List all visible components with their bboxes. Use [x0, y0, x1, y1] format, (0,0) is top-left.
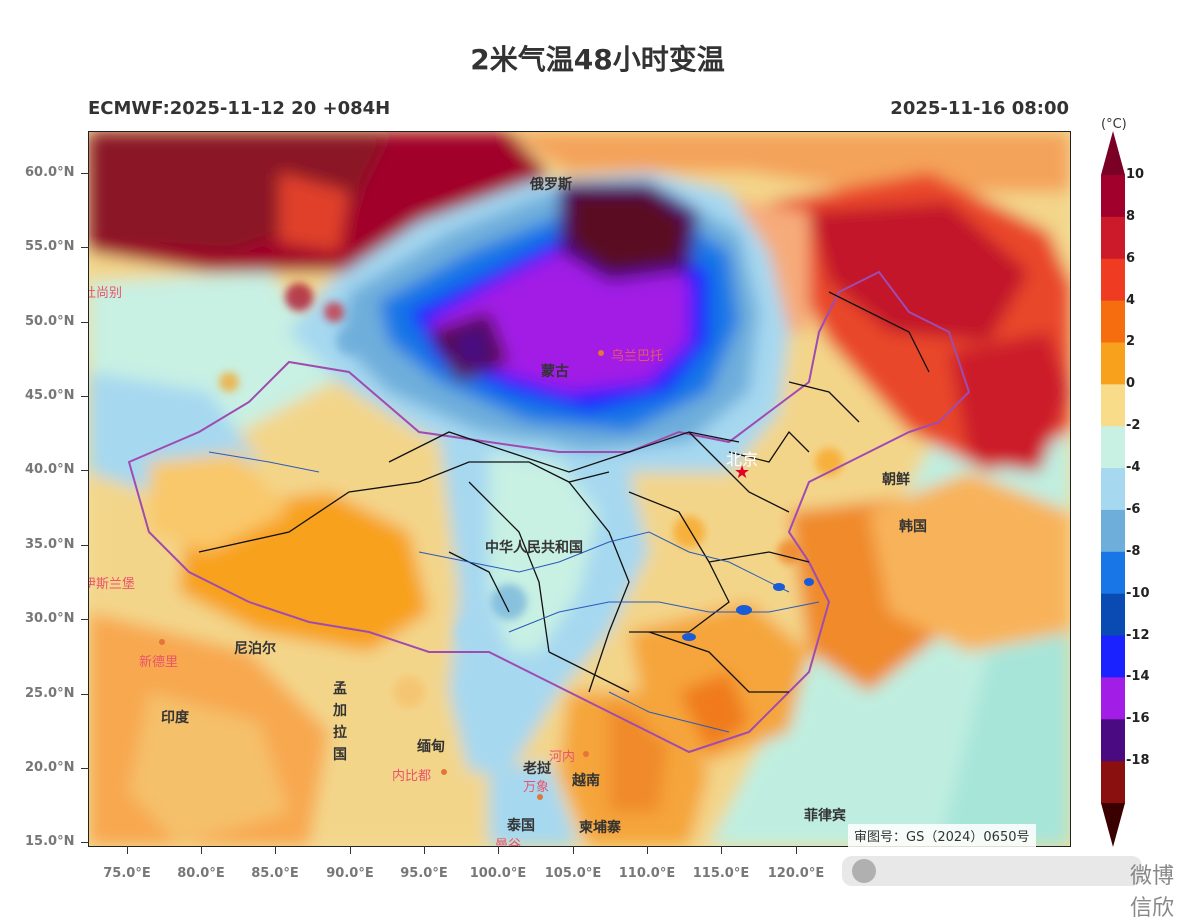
legend-swatch	[1101, 426, 1125, 469]
label-nepal: 尼泊尔	[234, 641, 276, 657]
label-cambodia: 柬埔寨	[579, 820, 621, 836]
city-dushanbe: 杜尚别	[89, 286, 123, 301]
legend-tick-label: -2	[1126, 418, 1141, 434]
lon-tick: 75.0°E	[92, 846, 162, 881]
color-legend	[1101, 131, 1125, 847]
lon-tick: 110.0°E	[612, 846, 682, 881]
legend-swatch	[1101, 258, 1125, 302]
legend-tick-label: -4	[1126, 460, 1141, 476]
lon-tick: 95.0°E	[389, 846, 459, 881]
map-approval-stamp: 审图号：GS（2024）0650号	[848, 824, 1036, 847]
lon-tick: 100.0°E	[463, 846, 533, 881]
city-vientiane: 万象	[523, 780, 550, 795]
national-boundary	[127, 270, 971, 754]
legend-swatch	[1101, 342, 1125, 385]
city-marker	[159, 639, 165, 645]
legend-tick-label: 2	[1126, 334, 1136, 350]
legend-swatch	[1101, 761, 1125, 804]
rivers	[208, 451, 820, 733]
label-vietnam: 越南	[572, 773, 600, 789]
label-china: 中华人民共和国	[485, 540, 583, 556]
label-bangladesh: 孟加拉国	[333, 681, 347, 763]
legend-tick-label: -6	[1126, 501, 1141, 517]
lat-tick: 40.0°N	[25, 462, 89, 477]
city-marker	[441, 769, 447, 775]
lon-tick: 85.0°E	[240, 846, 310, 881]
lon-tick: 80.0°E	[166, 846, 236, 881]
legend-bottom-tip	[1101, 803, 1125, 847]
lat-tick: 25.0°N	[25, 686, 89, 701]
city-new-delhi: 新德里	[139, 655, 179, 670]
city-bangkok: 曼谷	[495, 838, 522, 847]
map-canvas	[89, 132, 1070, 846]
legend-swatch	[1101, 384, 1125, 427]
legend-tick-label: -8	[1126, 543, 1141, 559]
capital-star-icon: ★	[734, 462, 751, 483]
lat-tick: 30.0°N	[25, 611, 89, 626]
lat-tick: 50.0°N	[25, 314, 89, 329]
city-naypyidaw: 内比都	[392, 769, 432, 784]
lon-tick: 90.0°E	[315, 846, 385, 881]
legend-swatch	[1101, 677, 1125, 720]
legend-tick-label: -14	[1126, 669, 1150, 685]
legend-swatch	[1101, 468, 1125, 511]
legend-tick-label: -16	[1126, 711, 1150, 727]
legend-tick-label: 8	[1126, 208, 1136, 224]
label-thailand: 泰国	[507, 818, 535, 834]
legend-unit: (°C)	[1101, 117, 1127, 132]
lat-tick: 20.0°N	[25, 760, 89, 775]
city-marker	[598, 350, 604, 356]
legend-swatch	[1101, 551, 1125, 595]
lat-tick: 45.0°N	[25, 388, 89, 403]
label-philippines: 菲律宾	[804, 808, 846, 824]
lat-tick: 15.0°N	[25, 834, 89, 849]
watermark-text: 微博 信欣	[1130, 864, 1175, 921]
lat-tick: 55.0°N	[25, 239, 89, 254]
label-south-korea: 韩国	[899, 519, 927, 535]
label-laos: 老挝	[523, 761, 551, 777]
legend-swatch	[1101, 509, 1125, 553]
lat-tick: 35.0°N	[25, 537, 89, 552]
legend-top-tip	[1101, 131, 1125, 175]
legend-swatch	[1101, 175, 1125, 218]
city-marker	[537, 794, 543, 800]
lon-tick: 105.0°E	[538, 846, 608, 881]
legend-tick-label: 10	[1126, 167, 1145, 182]
temperature-change-map: 俄罗斯 蒙古 中华人民共和国 朝鲜 韩国 尼泊尔 印度 孟加拉国 缅甸 老挝 越…	[88, 131, 1071, 847]
lon-tick: 115.0°E	[686, 846, 756, 881]
city-marker	[583, 751, 589, 757]
label-russia: 俄罗斯	[530, 177, 572, 193]
legend-swatch	[1101, 635, 1125, 678]
legend-tick-label: -18	[1126, 753, 1150, 769]
legend-tick-label: 6	[1126, 250, 1136, 266]
map-title: 2米气温48小时变温	[470, 43, 725, 76]
lakes	[682, 578, 814, 641]
legend-tick-label: -10	[1126, 585, 1150, 601]
valid-time-label: 2025-11-16 08:00	[890, 98, 1069, 119]
label-india: 印度	[161, 710, 189, 726]
legend-tick-label: 0	[1126, 376, 1136, 392]
label-north-korea: 朝鲜	[882, 472, 910, 488]
legend-swatch	[1101, 300, 1125, 343]
city-islamabad: 伊斯兰堡	[88, 577, 136, 592]
legend-tick-label: -12	[1126, 627, 1150, 643]
lat-tick: 60.0°N	[25, 165, 89, 180]
province-boundaries	[198, 291, 930, 693]
legend-swatch	[1101, 593, 1125, 637]
temperature-field	[89, 132, 1070, 846]
legend-swatch	[1101, 216, 1125, 260]
legend-tick-label: 4	[1126, 292, 1136, 308]
legend-swatch	[1101, 719, 1125, 762]
city-hanoi: 河内	[549, 750, 576, 765]
weibo-watermark: 微博 信欣	[842, 852, 1182, 921]
city-beijing: 北京	[726, 450, 759, 469]
label-mongolia: 蒙古	[541, 364, 569, 380]
label-myanmar: 缅甸	[417, 739, 445, 755]
model-run-label: ECMWF:2025-11-12 20 +084H	[88, 98, 391, 119]
city-ulaanbaatar: 乌兰巴托	[611, 349, 664, 364]
lon-tick: 120.0°E	[761, 846, 831, 881]
